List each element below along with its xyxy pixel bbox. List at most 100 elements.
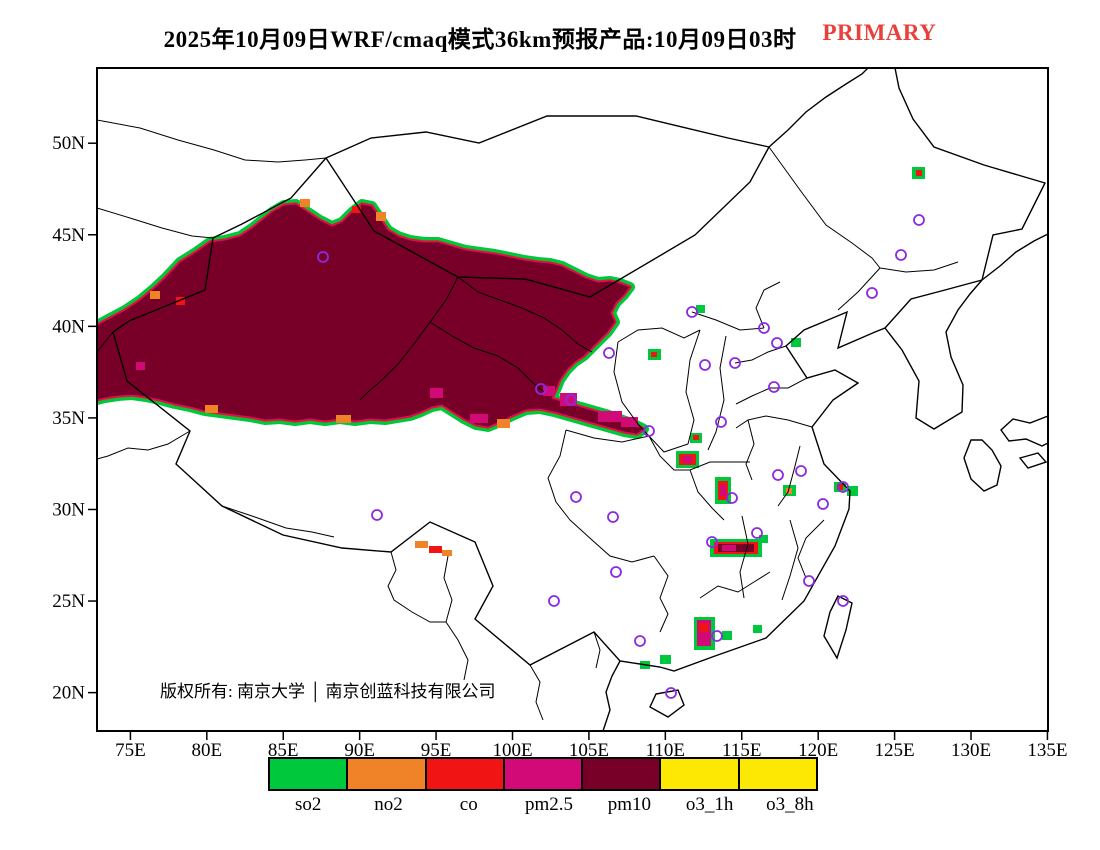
y-axis-label: 20N xyxy=(52,683,85,704)
x-axis-label: 105E xyxy=(569,740,609,761)
pollutant-cell xyxy=(415,541,428,548)
station-marker xyxy=(772,469,784,481)
station-markers xyxy=(317,214,925,699)
pollutant-cell xyxy=(759,535,768,543)
pollutant-cell xyxy=(430,388,443,398)
pollutant-cell xyxy=(722,545,736,551)
legend-label: pm2.5 xyxy=(525,794,574,815)
pollutant-cell xyxy=(376,212,386,221)
pollutant-cell xyxy=(205,405,218,413)
y-axis-label: 35N xyxy=(52,408,85,429)
station-marker xyxy=(565,394,577,406)
station-marker xyxy=(706,536,718,548)
station-marker xyxy=(837,481,849,493)
legend-label: no2 xyxy=(374,794,403,815)
pollutant-cell xyxy=(442,550,452,556)
legend-label: co xyxy=(459,794,478,815)
pollutant-cell xyxy=(470,414,488,423)
station-marker xyxy=(866,287,878,299)
station-marker xyxy=(548,595,560,607)
station-marker xyxy=(715,416,727,428)
axis-labels: 75E 80E 85E 90E 95E 100E 105E 110E 115E 120E 125E 1… xyxy=(52,133,1067,761)
station-marker xyxy=(665,687,677,699)
x-axis-label: 75E xyxy=(115,740,146,761)
y-axis-label: 45N xyxy=(52,225,85,246)
legend-swatch-pm10 xyxy=(581,757,662,791)
title-primary-tag: PRIMARY xyxy=(822,20,937,45)
legend-label: o3_8h xyxy=(766,794,814,815)
legend-label: o3_1h xyxy=(685,794,734,815)
province-border-lines xyxy=(359,146,959,633)
map-frame xyxy=(96,67,1049,732)
pollutant-cell xyxy=(150,291,160,299)
x-axis-label: 130E xyxy=(951,740,991,761)
station-marker xyxy=(817,498,829,510)
pollutant-cell xyxy=(336,415,351,423)
pollutant-cell xyxy=(136,362,145,370)
station-marker xyxy=(634,635,646,647)
station-marker xyxy=(726,492,738,504)
pollutant-cell xyxy=(497,419,510,428)
pollutant-cell xyxy=(660,655,671,664)
page-title: 2025年10月09日WRF/cmaq模式36km预报产品:10月09日03时 … xyxy=(0,20,1100,54)
y-axis-label: 50N xyxy=(52,133,85,154)
pollutant-cell xyxy=(916,170,922,176)
pollutant-cell xyxy=(720,485,726,496)
station-marker xyxy=(895,249,907,261)
station-marker xyxy=(795,465,807,477)
province-borders xyxy=(97,119,959,721)
x-axis-label: 95E xyxy=(421,740,452,761)
legend-swatch-pm2.5 xyxy=(502,757,584,791)
station-marker xyxy=(729,357,741,369)
title-main: 2025年10月09日WRF/cmaq模式36km预报产品:10月09日03时 xyxy=(163,27,797,52)
pollutant-cell xyxy=(699,623,708,632)
pollutant-cell xyxy=(847,486,858,496)
y-axis-label: 30N xyxy=(52,499,85,520)
station-marker xyxy=(913,214,925,226)
station-marker xyxy=(607,511,619,523)
pollutant-cell xyxy=(300,199,310,207)
legend-swatch-co xyxy=(424,757,505,791)
x-axis-label: 100E xyxy=(492,740,532,761)
station-marker xyxy=(699,359,711,371)
pollutant-cells xyxy=(136,167,925,669)
station-marker xyxy=(758,322,770,334)
station-marker xyxy=(610,566,622,578)
copyright-text: 版权所有: 南京大学 │ 南京创蓝科技有限公司 xyxy=(160,681,496,703)
y-axis-label: 25N xyxy=(52,591,85,612)
station-marker xyxy=(803,575,815,587)
station-marker xyxy=(603,347,615,359)
pollutant-cell xyxy=(696,305,705,313)
station-marker xyxy=(686,306,698,318)
x-axis-label: 120E xyxy=(798,740,838,761)
coastline-path xyxy=(112,68,1048,731)
legend-swatch-so2 xyxy=(268,757,349,791)
station-marker xyxy=(317,251,329,263)
legend-swatch-o3_8h xyxy=(737,757,819,791)
legend-label: pm10 xyxy=(607,794,651,815)
y-axis-label: 40N xyxy=(52,316,85,337)
x-axis-label: 85E xyxy=(268,740,299,761)
legend-labels: so2 no2 co pm2.5 pm10 o3_1h o3_8h xyxy=(268,794,830,816)
pollutant-cell xyxy=(791,338,801,347)
pollutant-cell xyxy=(722,631,732,640)
foreign-border-lines xyxy=(97,119,601,721)
pollutant-cell xyxy=(786,488,792,494)
legend-swatch-o3_1h xyxy=(659,757,740,791)
pollutant-cell xyxy=(693,435,699,440)
x-axis-label: 115E xyxy=(722,740,761,761)
pollutant-cell xyxy=(837,484,843,490)
station-marker xyxy=(371,509,383,521)
station-marker xyxy=(711,630,723,642)
coastline-country-borders xyxy=(112,68,1048,731)
pollutant-cell xyxy=(543,386,555,396)
pollutant-cell xyxy=(683,456,692,463)
pollutant-cell xyxy=(176,297,185,305)
station-marker xyxy=(768,381,780,393)
x-axis-label: 135E xyxy=(1027,740,1067,761)
pollutant-cell xyxy=(753,625,762,633)
station-marker xyxy=(771,337,783,349)
pollutant-cell xyxy=(560,393,577,406)
